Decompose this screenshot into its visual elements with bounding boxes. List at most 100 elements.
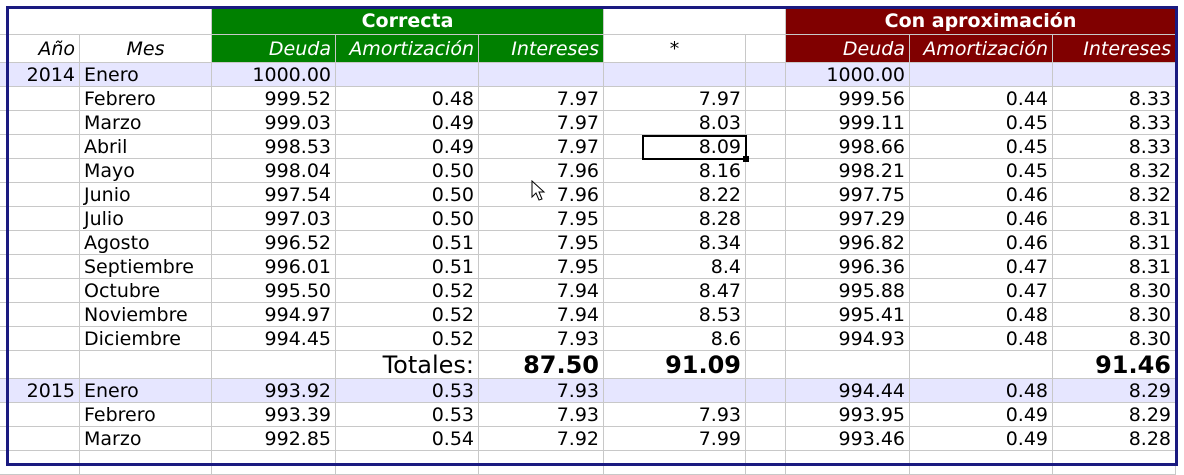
cell-amort2[interactable]: 0.49: [910, 403, 1053, 427]
header-intereses[interactable]: Intereses: [479, 35, 604, 63]
header-blank[interactable]: [746, 35, 786, 63]
cell-int[interactable]: 7.93: [479, 403, 604, 427]
cell-mes[interactable]: Enero: [80, 379, 212, 403]
cell-star[interactable]: 8.53: [604, 303, 746, 327]
cell-blank[interactable]: [746, 135, 786, 159]
cell-anio[interactable]: 2015: [0, 379, 80, 403]
cell-blank[interactable]: [746, 159, 786, 183]
header-blank-left[interactable]: [0, 8, 212, 35]
totals-blank[interactable]: [80, 351, 212, 379]
cell-int[interactable]: 7.92: [479, 427, 604, 451]
cell-blank[interactable]: [746, 183, 786, 207]
cell-amort[interactable]: [336, 63, 479, 87]
cell-blank[interactable]: [746, 379, 786, 403]
cell-mes[interactable]: Marzo: [80, 111, 212, 135]
cell-int2[interactable]: 8.30: [1053, 279, 1176, 303]
cell-mes[interactable]: Diciembre: [80, 327, 212, 351]
cell-star[interactable]: 8.34: [604, 231, 746, 255]
cell-anio[interactable]: [0, 159, 80, 183]
cell-int[interactable]: 7.93: [479, 327, 604, 351]
cell-amort2[interactable]: 0.48: [910, 327, 1053, 351]
cell-amort2[interactable]: [910, 63, 1053, 87]
cell-amort[interactable]: 0.52: [336, 303, 479, 327]
header-deuda[interactable]: Deuda: [212, 35, 336, 63]
cell-deuda[interactable]: 998.04: [212, 159, 336, 183]
cell-deuda2[interactable]: 994.44: [786, 379, 910, 403]
cell-deuda2[interactable]: 999.11: [786, 111, 910, 135]
totals-star[interactable]: 91.09: [604, 351, 746, 379]
cell-int2[interactable]: 8.31: [1053, 207, 1176, 231]
cell-deuda2[interactable]: 994.93: [786, 327, 910, 351]
selected-cell-cursor[interactable]: [642, 135, 747, 160]
cell-deuda[interactable]: 997.03: [212, 207, 336, 231]
cell-partial[interactable]: [1053, 451, 1176, 475]
cell-deuda2[interactable]: 998.66: [786, 135, 910, 159]
cell-deuda[interactable]: 998.53: [212, 135, 336, 159]
cell-deuda2[interactable]: 999.56: [786, 87, 910, 111]
cell-int[interactable]: 7.95: [479, 231, 604, 255]
cell-anio[interactable]: [0, 231, 80, 255]
cell-int2[interactable]: 8.33: [1053, 87, 1176, 111]
cell-amort[interactable]: 0.49: [336, 111, 479, 135]
cell-star[interactable]: 7.99: [604, 427, 746, 451]
totals-blank[interactable]: [786, 351, 910, 379]
cell-deuda[interactable]: 996.01: [212, 255, 336, 279]
cell-anio[interactable]: [0, 279, 80, 303]
cell-amort[interactable]: 0.52: [336, 327, 479, 351]
cell-deuda[interactable]: 994.45: [212, 327, 336, 351]
header-mes[interactable]: Mes: [80, 35, 212, 63]
cell-amort2[interactable]: 0.48: [910, 303, 1053, 327]
cell-deuda[interactable]: 995.50: [212, 279, 336, 303]
fill-handle[interactable]: [743, 156, 749, 162]
cell-int[interactable]: 7.94: [479, 279, 604, 303]
cell-int[interactable]: 7.97: [479, 87, 604, 111]
cell-blank[interactable]: [746, 427, 786, 451]
cell-star[interactable]: 8.4: [604, 255, 746, 279]
cell-deuda2[interactable]: 998.21: [786, 159, 910, 183]
cell-deuda[interactable]: 993.39: [212, 403, 336, 427]
cell-deuda[interactable]: 993.92: [212, 379, 336, 403]
cell-star[interactable]: 8.03: [604, 111, 746, 135]
cell-amort2[interactable]: 0.45: [910, 135, 1053, 159]
cell-int[interactable]: 7.97: [479, 111, 604, 135]
header-amortizacion[interactable]: Amortización: [336, 35, 479, 63]
cell-mes[interactable]: Noviembre: [80, 303, 212, 327]
cell-deuda[interactable]: 994.97: [212, 303, 336, 327]
cell-amort[interactable]: 0.53: [336, 403, 479, 427]
cell-int[interactable]: 7.97: [479, 135, 604, 159]
header-anio[interactable]: Año: [0, 35, 80, 63]
cell-partial[interactable]: [479, 451, 604, 475]
cell-mes[interactable]: Agosto: [80, 231, 212, 255]
cell-mes[interactable]: Febrero: [80, 403, 212, 427]
totals-blank[interactable]: [746, 351, 786, 379]
cell-amort2[interactable]: 0.47: [910, 279, 1053, 303]
cell-int[interactable]: 7.96: [479, 183, 604, 207]
totals-blank[interactable]: [212, 351, 336, 379]
cell-amort2[interactable]: 0.46: [910, 231, 1053, 255]
cell-blank[interactable]: [746, 231, 786, 255]
cell-amort[interactable]: 0.54: [336, 427, 479, 451]
cell-amort[interactable]: 0.50: [336, 183, 479, 207]
cell-amort[interactable]: 0.53: [336, 379, 479, 403]
cell-amort2[interactable]: 0.45: [910, 111, 1053, 135]
cell-int2[interactable]: 8.31: [1053, 231, 1176, 255]
cell-deuda2[interactable]: 993.46: [786, 427, 910, 451]
totals-blank[interactable]: [0, 351, 80, 379]
cell-deuda[interactable]: 997.54: [212, 183, 336, 207]
cell-amort[interactable]: 0.49: [336, 135, 479, 159]
header-blank-mid[interactable]: [604, 8, 786, 35]
cell-blank[interactable]: [746, 327, 786, 351]
cell-mes[interactable]: Septiembre: [80, 255, 212, 279]
cell-anio[interactable]: 2014: [0, 63, 80, 87]
cell-anio[interactable]: [0, 427, 80, 451]
cell-star[interactable]: 8.16: [604, 159, 746, 183]
cell-int2[interactable]: 8.29: [1053, 379, 1176, 403]
cell-amort[interactable]: 0.50: [336, 207, 479, 231]
cell-partial[interactable]: [910, 451, 1053, 475]
cell-star[interactable]: 8.22: [604, 183, 746, 207]
cell-int2[interactable]: 8.33: [1053, 135, 1176, 159]
cell-deuda[interactable]: 996.52: [212, 231, 336, 255]
cell-amort2[interactable]: 0.45: [910, 159, 1053, 183]
totals-label[interactable]: Totales:: [336, 351, 479, 379]
cell-mes[interactable]: Marzo: [80, 427, 212, 451]
